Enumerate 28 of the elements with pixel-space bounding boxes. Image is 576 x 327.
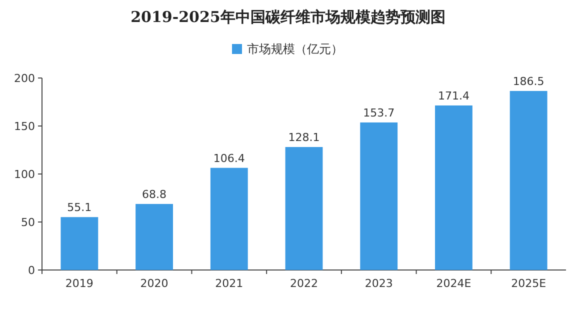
y-tick-label: 0 bbox=[28, 264, 35, 277]
x-tick-label: 2020 bbox=[140, 277, 168, 290]
x-tick-label: 2025E bbox=[511, 277, 546, 290]
data-label: 55.1 bbox=[67, 201, 92, 214]
bar bbox=[60, 217, 98, 270]
y-tick-label: 50 bbox=[21, 216, 35, 229]
x-tick-label: 2021 bbox=[215, 277, 244, 290]
y-tick-label: 100 bbox=[14, 168, 35, 181]
data-label: 171.4 bbox=[438, 89, 470, 102]
bar bbox=[285, 147, 323, 270]
bar bbox=[510, 90, 548, 270]
legend-label: 市场规模（亿元） bbox=[247, 42, 343, 56]
x-tick-label: 2024E bbox=[436, 277, 472, 290]
y-tick-label: 200 bbox=[14, 72, 35, 85]
x-tick-label: 2019 bbox=[65, 277, 94, 290]
x-tick-label: 2023 bbox=[364, 277, 393, 290]
data-label: 68.8 bbox=[142, 188, 167, 201]
x-tick-label: 2022 bbox=[290, 277, 318, 290]
bar bbox=[360, 122, 398, 270]
bar bbox=[435, 105, 472, 270]
chart-title: 2019-2025年中国碳纤维市场规模趋势预测图 bbox=[130, 8, 446, 26]
y-tick-label: 150 bbox=[14, 120, 35, 133]
data-label: 186.5 bbox=[512, 74, 544, 88]
data-label: 106.4 bbox=[213, 152, 245, 165]
bar bbox=[136, 204, 173, 270]
bar bbox=[210, 168, 248, 270]
data-label: 153.7 bbox=[363, 106, 395, 120]
data-label: 128.1 bbox=[288, 131, 320, 144]
